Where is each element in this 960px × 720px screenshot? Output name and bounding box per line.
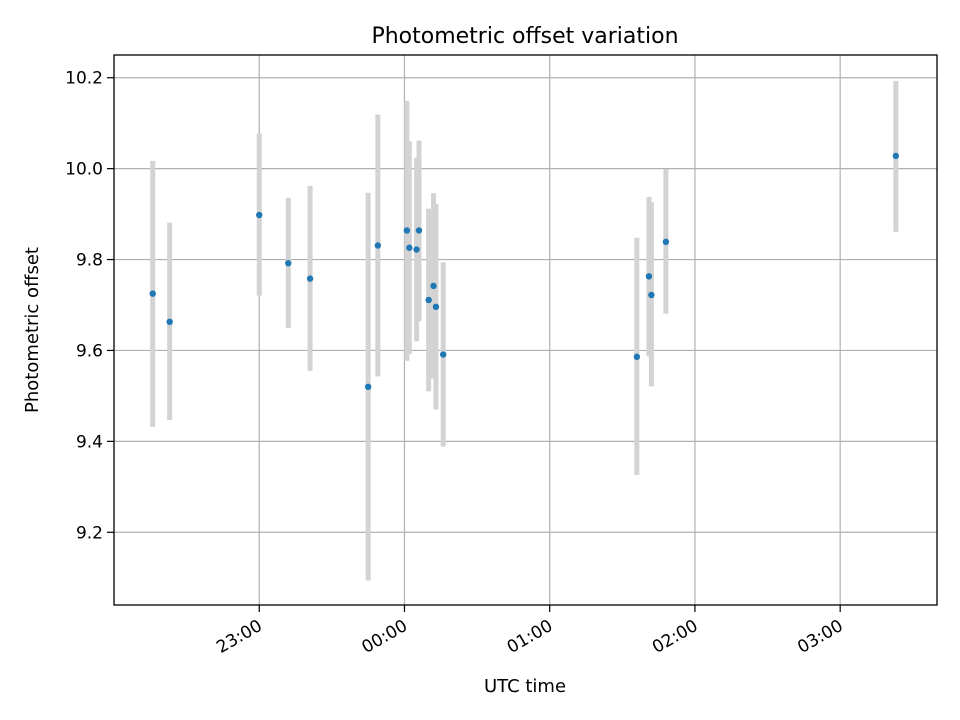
data-point	[256, 211, 263, 219]
data-point	[648, 291, 655, 299]
data-point	[662, 238, 670, 246]
data-point	[413, 246, 420, 253]
data-point	[430, 282, 437, 290]
data-point	[306, 275, 314, 282]
chart-title: Photometric offset variation	[371, 24, 678, 49]
data-point	[374, 242, 382, 249]
y-axis-label: Photometric offset	[22, 247, 43, 413]
y-tick-label: 9.4	[76, 432, 103, 452]
data-point	[892, 152, 900, 160]
data-point	[149, 290, 156, 297]
y-tick-label: 10.2	[65, 69, 103, 89]
y-tick-label: 9.2	[76, 523, 103, 543]
data-point	[645, 273, 653, 280]
data-point	[432, 303, 440, 311]
y-tick-label: 9.8	[76, 251, 103, 271]
y-tick-label: 9.6	[76, 341, 103, 361]
data-point	[166, 318, 173, 326]
y-axis-ticks: 9.2 9.4 9.6 9.8 10.0 10.2	[65, 69, 114, 543]
plot-frame	[113, 54, 938, 606]
data-point	[633, 353, 641, 361]
data-point	[425, 296, 432, 304]
data-points	[149, 152, 900, 391]
data-point	[440, 351, 447, 358]
data-point	[415, 227, 423, 234]
data-point	[285, 259, 292, 267]
y-tick-label: 10.0	[65, 160, 103, 180]
x-axis-label: UTC time	[484, 676, 566, 697]
data-point	[364, 383, 372, 391]
data-point	[406, 244, 413, 251]
data-point	[403, 227, 411, 234]
